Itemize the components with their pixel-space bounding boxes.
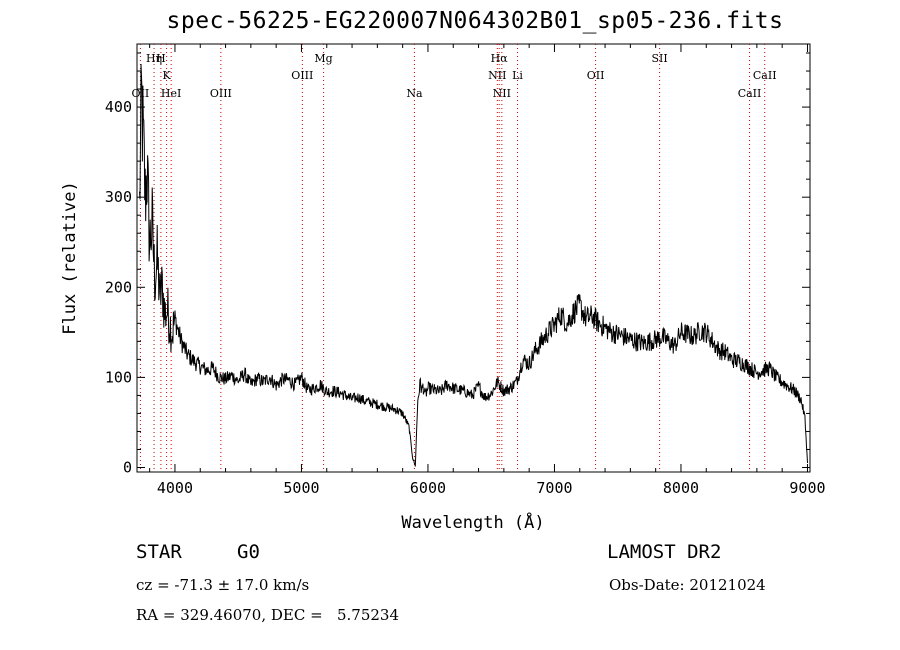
y-tick-label: 200 [105,278,132,296]
spectral-line-label: NII [493,87,511,100]
spectral-line-label: CaII [753,69,777,82]
spectral-line-label: OIII [291,69,313,82]
spectrum-curve [139,63,808,467]
redshift-text: cz = -71.3 ± 17.0 km/s [136,576,310,594]
x-tick-label: 6000 [410,479,446,497]
x-tick-label: 9000 [789,479,825,497]
spectral-line-label: Hα [491,52,509,65]
y-tick-label: 100 [105,368,132,386]
object-subclass: G0 [237,541,260,563]
spectral-line-label: Na [406,87,423,100]
object-class: STAR [136,541,182,563]
survey-name: LAMOST DR2 [607,541,722,563]
spectral-line-markers [139,44,766,472]
spectral-line-label: Hη [146,52,162,65]
spectral-line-label: HeI [161,87,181,100]
spectral-line-label: OII [587,69,605,82]
y-axis-label: Flux (relative) [60,181,80,335]
chart-title: spec-56225-EG220007N064302B01_sp05-236.f… [166,8,784,34]
x-tick-label: 7000 [536,479,572,497]
x-tick-label: 4000 [157,479,193,497]
axis-ticks: 4000 5000 6000 7000 8000 9000 0 100 200 300 400 [105,44,826,497]
obs-date-text: Obs-Date: 20121024 [609,576,766,594]
plot-frame [136,43,811,473]
spectral-line-label: K [162,69,171,82]
x-tick-label: 5000 [283,479,319,497]
coordinates-text: RA = 329.46070, DEC = 5.75234 [136,606,400,624]
spectral-line-label: NII [488,69,506,82]
spectral-line-label: CaII [738,87,762,100]
spectral-line-label: Li [512,69,523,82]
x-axis-label: Wavelength (Å) [401,511,544,533]
spectral-line-label: H [156,52,166,65]
y-tick-label: 300 [105,188,132,206]
spectrum-line [139,63,808,467]
x-tick-label: 8000 [663,479,699,497]
spectral-line-label: OIII [210,87,232,100]
spectral-line-label: Mg [314,52,332,65]
spectral-line-label: SII [651,52,667,65]
y-tick-label: 400 [105,98,132,116]
y-tick-label: 0 [123,458,132,476]
